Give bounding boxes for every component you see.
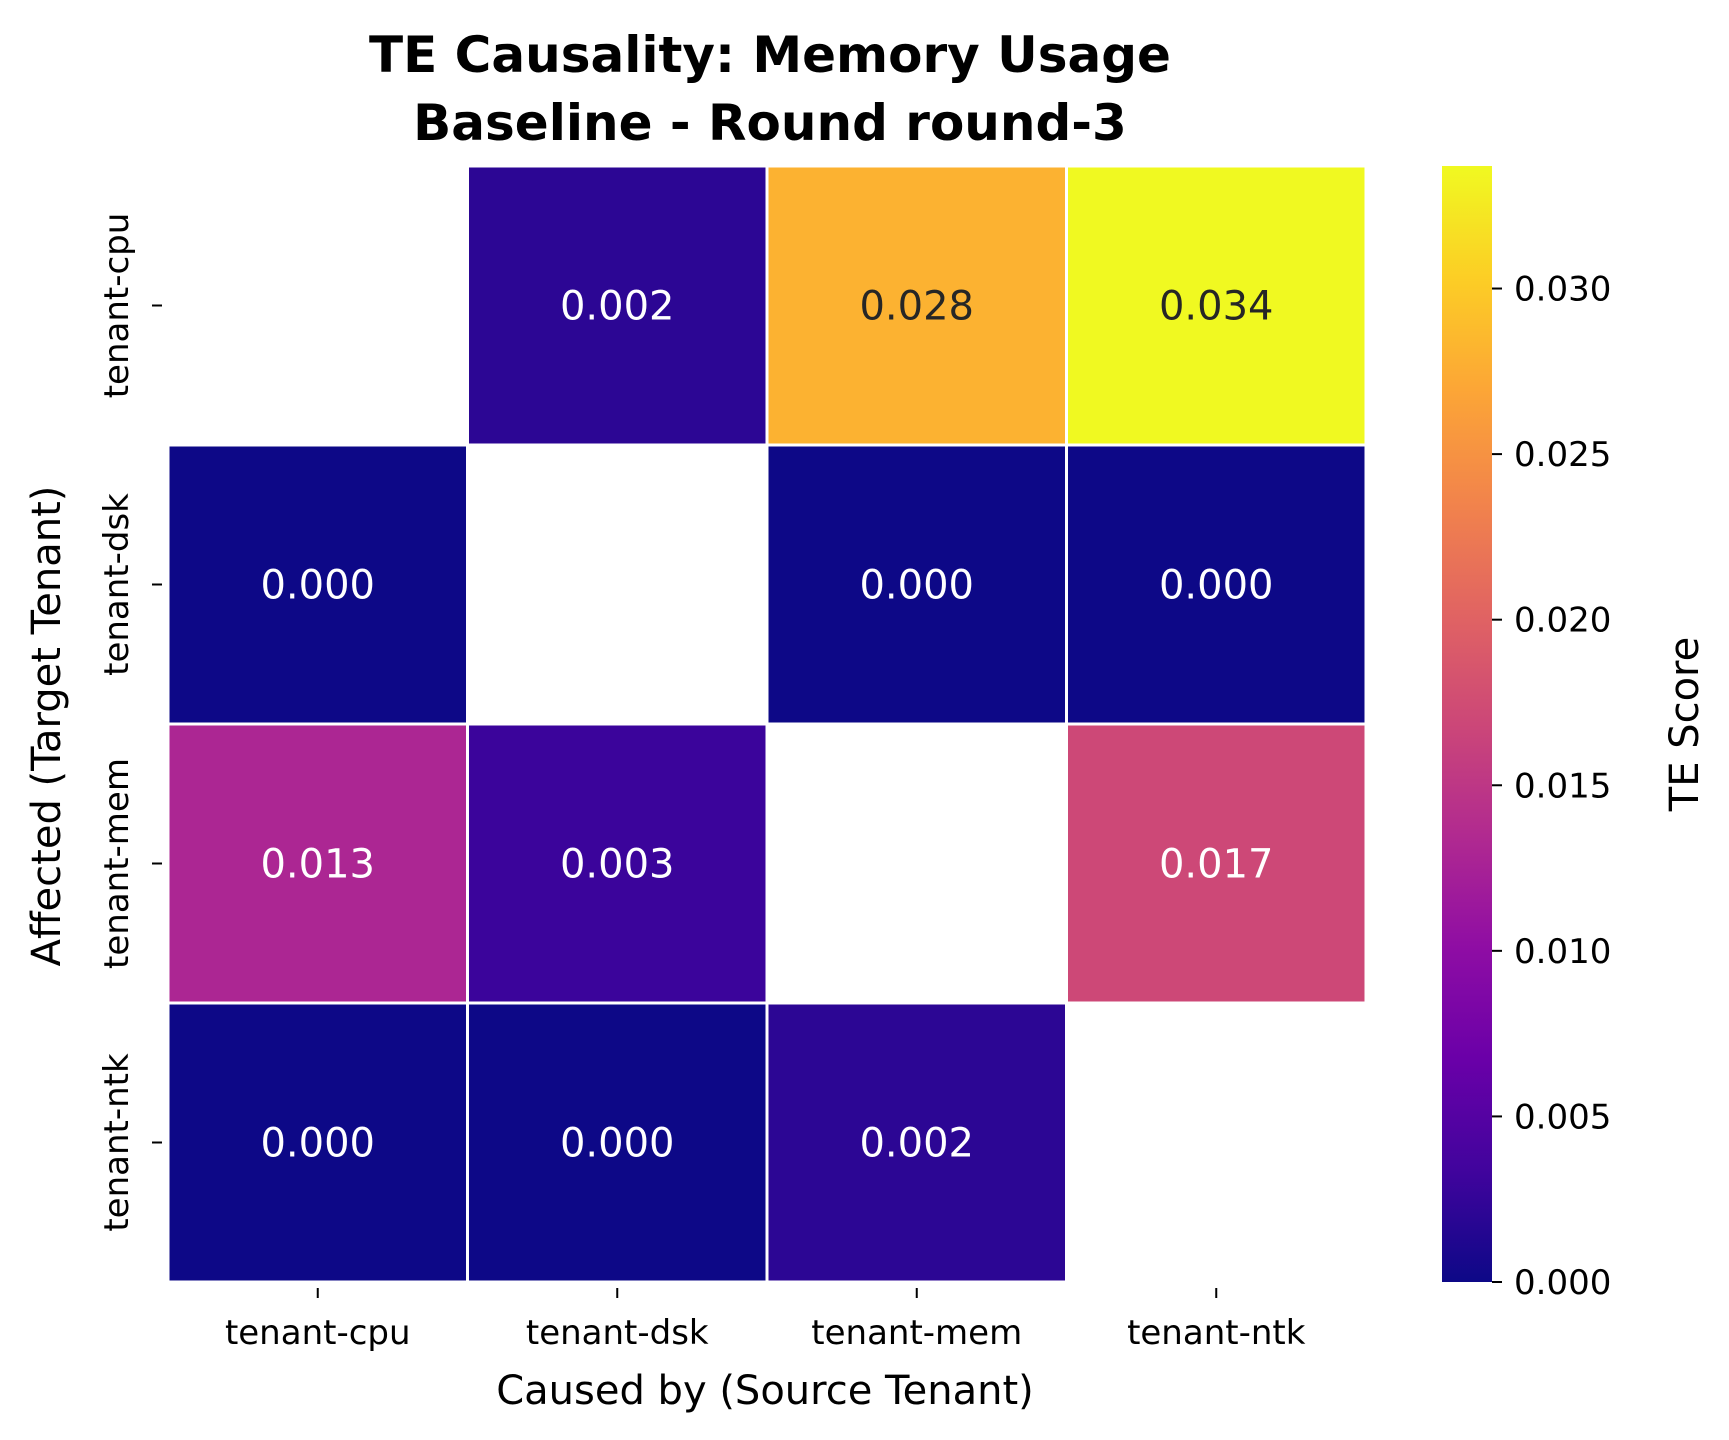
colorbar-tick-label: 0.005 bbox=[1514, 1097, 1611, 1137]
heatmap-cell-r1-c2 bbox=[765, 443, 1068, 726]
y-tick-label-tenant-mem: tenant-mem bbox=[97, 758, 137, 969]
heatmap-cell-r2-c1 bbox=[466, 722, 769, 1005]
cell-value-label-r1-c3: 0.000 bbox=[1159, 563, 1274, 609]
x-axis-label: Caused by (Source Tenant) bbox=[496, 1368, 1034, 1414]
x-tick-label-tenant-mem: tenant-mem bbox=[811, 1313, 1022, 1353]
colorbar-tick-label: 0.030 bbox=[1514, 270, 1611, 310]
heatmap-cell-r0-c1 bbox=[466, 164, 769, 447]
colorbar-tick-label: 0.015 bbox=[1514, 766, 1611, 806]
colorbar-label: TE Score bbox=[1662, 637, 1708, 812]
colorbar bbox=[1442, 166, 1492, 1282]
colorbar-tick-label: 0.025 bbox=[1514, 435, 1611, 475]
cell-value-label-r2-c0: 0.013 bbox=[260, 842, 375, 888]
heatmap-cell-r2-c3 bbox=[1065, 722, 1368, 1005]
y-tick-label-tenant-cpu: tenant-cpu bbox=[97, 213, 137, 399]
colorbar-tick-label: 0.010 bbox=[1514, 932, 1611, 972]
cell-value-label-r2-c3: 0.017 bbox=[1159, 842, 1274, 888]
heatmap-cell-r3-c2 bbox=[765, 1001, 1068, 1284]
heatmap-cell-r3-c0 bbox=[166, 1001, 469, 1284]
heatmap-cell-r0-c2 bbox=[765, 164, 1068, 447]
cell-value-label-r3-c0: 0.000 bbox=[260, 1121, 375, 1167]
colorbar-ticks: 0.000 0.005 0.010 0.015 0.020 0.025 0.030 bbox=[1492, 270, 1611, 1303]
cell-value-label-r3-c1: 0.000 bbox=[560, 1121, 675, 1167]
x-tick-label-tenant-ntk: tenant-ntk bbox=[1127, 1313, 1306, 1353]
heatmap-cells: 0.002 0.028 0.034 0.000 0.000 0.000 0.013 0.003… bbox=[166, 164, 1368, 1284]
x-axis-ticks: tenant-cpu tenant-dsk tenant-mem tenant-ntk bbox=[225, 1288, 1306, 1353]
y-tick-label-tenant-dsk: tenant-dsk bbox=[97, 493, 137, 676]
cell-value-label-r0-c3: 0.034 bbox=[1159, 284, 1274, 330]
heatmap-cell-r0-c3 bbox=[1065, 164, 1368, 447]
cell-value-label-r1-c0: 0.000 bbox=[260, 563, 375, 609]
cell-value-label-r3-c2: 0.002 bbox=[859, 1121, 974, 1167]
heatmap-cell-r1-c0 bbox=[166, 443, 469, 726]
colorbar-tick-label: 0.020 bbox=[1514, 601, 1611, 641]
cell-value-label-r2-c1: 0.003 bbox=[560, 842, 675, 888]
x-tick-label-tenant-dsk: tenant-dsk bbox=[526, 1313, 709, 1353]
cell-value-label-r1-c2: 0.000 bbox=[859, 563, 974, 609]
y-tick-label-tenant-ntk: tenant-ntk bbox=[97, 1053, 137, 1232]
chart-title-line-1: TE Causality: Memory Usage bbox=[369, 26, 1171, 84]
cell-value-label-r0-c1: 0.002 bbox=[560, 284, 675, 330]
y-axis-ticks: tenant-cpu tenant-dsk tenant-mem tenant-ntk bbox=[97, 213, 162, 1232]
heatmap-cell-r1-c3 bbox=[1065, 443, 1368, 726]
x-tick-label-tenant-cpu: tenant-cpu bbox=[225, 1313, 411, 1353]
y-axis-label: Affected (Target Tenant) bbox=[24, 486, 70, 967]
chart-title-line-2: Baseline - Round round-3 bbox=[413, 94, 1127, 152]
cell-value-label-r0-c2: 0.028 bbox=[859, 284, 974, 330]
colorbar-tick-label: 0.000 bbox=[1514, 1263, 1611, 1303]
